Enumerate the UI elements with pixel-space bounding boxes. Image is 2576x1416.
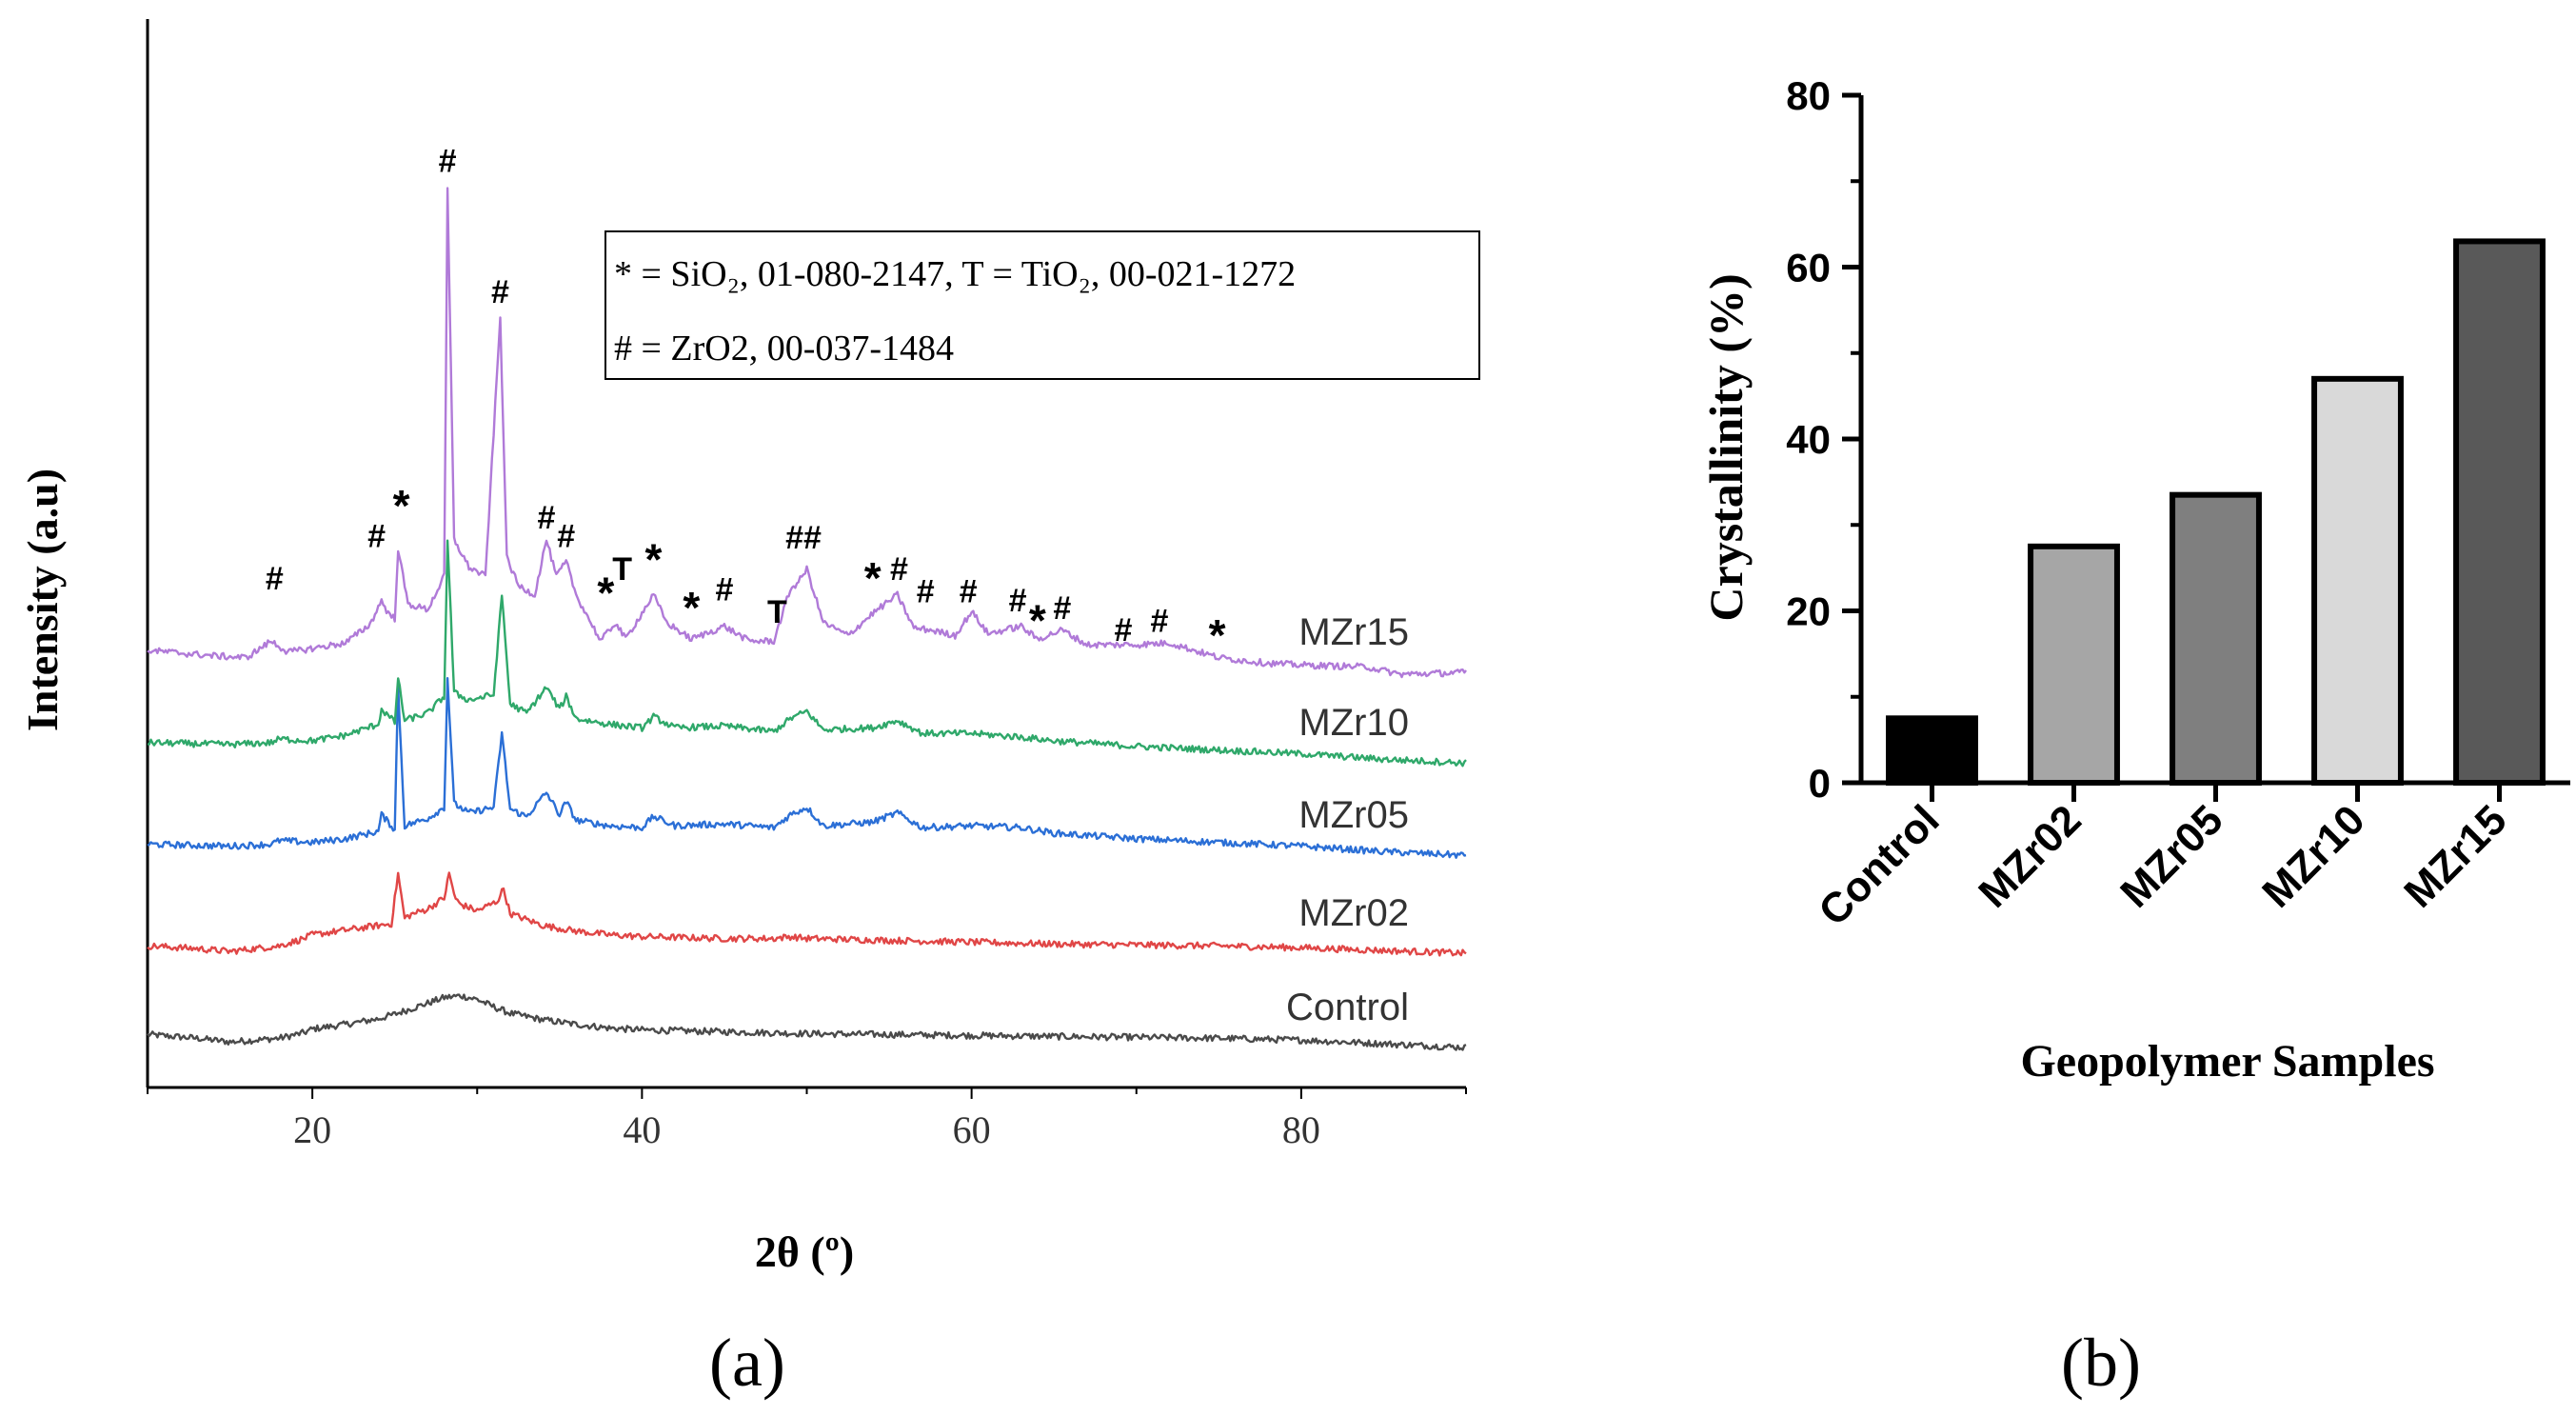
- peak-marker: T: [767, 594, 787, 630]
- crystallinity-chart: Geopolymer Samples Crystallinity (%) 0 20…: [1618, 0, 2576, 1314]
- bar-y-tick-label: 80: [1786, 73, 1831, 118]
- peak-marker: #: [890, 551, 908, 588]
- peak-marker: #: [557, 518, 575, 554]
- xrd-series-mzr02: [147, 871, 1467, 957]
- peak-marker: #: [1009, 583, 1027, 619]
- peak-marker: #: [367, 518, 386, 554]
- bar-mzr15: [2453, 238, 2546, 787]
- xrd-legend: * = SiO₂, 01-080-2147, T = TiO₂, 00-021-…: [604, 230, 1480, 380]
- peak-marker: *: [683, 583, 700, 632]
- peak-marker: #: [491, 274, 509, 310]
- peak-marker: ##: [785, 520, 822, 556]
- bar-control: [1886, 715, 1978, 786]
- bar-y-axis-label: Crystallinity (%): [1699, 273, 1753, 621]
- xrd-x-tick-label: 60: [953, 1108, 991, 1151]
- peak-marker: #: [266, 561, 284, 597]
- series-label-mzr10: MZr10: [1298, 702, 1409, 744]
- xrd-x-axis-label: 2θ (º): [755, 1227, 854, 1276]
- peak-marker: #: [715, 572, 733, 608]
- bar-y-tick-label: 60: [1786, 246, 1831, 290]
- xrd-series-mzr15: [147, 187, 1467, 679]
- xrd-y-axis-label: Intensity (a.u): [18, 469, 67, 731]
- peak-marker: #: [1151, 604, 1169, 640]
- xrd-series-control: [147, 993, 1467, 1051]
- bar-mzr05: [2170, 491, 2262, 786]
- xrd-chart: 2θ (º) Intensity (a.u) 20 40 60 80 Control MZ…: [0, 0, 1523, 1314]
- series-label-control: Control: [1286, 987, 1409, 1028]
- legend-box: [604, 230, 1480, 380]
- peak-marker: #: [439, 143, 457, 179]
- bar-y-tick-label: 40: [1786, 417, 1831, 462]
- bar-mzr02: [2028, 543, 2120, 786]
- peak-marker: #: [1053, 590, 1071, 627]
- panel-label-b: (b): [2061, 1325, 2141, 1401]
- bar-x-axis-label: Geopolymer Samples: [2020, 1036, 2434, 1087]
- panel-label-a: (a): [709, 1325, 785, 1401]
- peak-marker: #: [960, 573, 978, 609]
- xrd-x-tick-label: 20: [293, 1108, 331, 1151]
- xrd-series-mzr05: [147, 677, 1467, 859]
- peak-marker: *: [1029, 595, 1046, 645]
- bar-mzr10: [2311, 375, 2404, 786]
- peak-marker: T: [612, 551, 632, 588]
- peak-marker: #: [538, 500, 556, 536]
- xrd-x-tick-label: 80: [1282, 1108, 1320, 1151]
- peak-marker: *: [597, 568, 614, 617]
- xrd-background: [0, 0, 1523, 1314]
- legend-line-1: * = SiO₂, 01-080-2147, T = TiO₂, 00-021-…: [614, 254, 1296, 294]
- bar-y-tick-label: 20: [1786, 589, 1831, 634]
- xrd-series-mzr10: [148, 539, 1467, 768]
- peak-marker: *: [393, 481, 410, 530]
- series-label-mzr15: MZr15: [1298, 611, 1409, 653]
- peak-marker: #: [917, 573, 935, 609]
- peak-marker: *: [1209, 610, 1226, 660]
- peak-marker: *: [645, 534, 663, 584]
- series-label-mzr02: MZr02: [1298, 892, 1409, 934]
- series-label-mzr05: MZr05: [1298, 794, 1409, 836]
- bar-y-tick-label: 0: [1809, 761, 1831, 806]
- xrd-x-tick-label: 40: [623, 1108, 661, 1151]
- peak-marker: *: [864, 553, 882, 603]
- peak-marker: #: [1114, 612, 1132, 648]
- legend-line-2: # = ZrO2, 00-037-1484: [614, 329, 954, 369]
